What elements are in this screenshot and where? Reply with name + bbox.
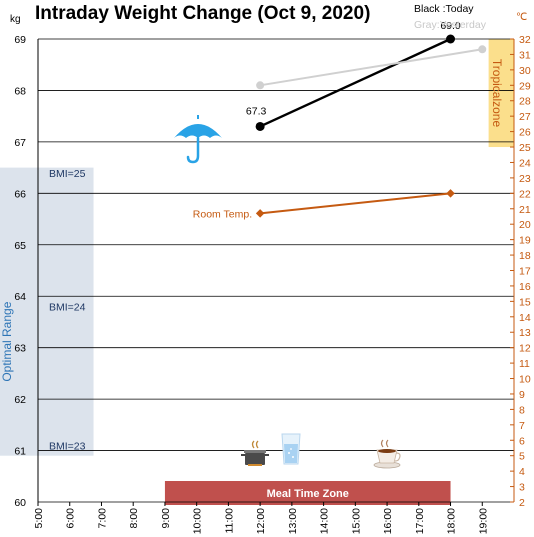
meal-time-zone bbox=[164, 481, 451, 505]
y-tick-label: 66 bbox=[14, 188, 26, 200]
chart-title: Intraday Weight Change (Oct 9, 2020) bbox=[35, 3, 370, 24]
y-tick-label: 68 bbox=[14, 85, 26, 97]
tropical-zone-label: Tropicalzone bbox=[490, 59, 504, 128]
series-line-yesterday bbox=[259, 48, 483, 87]
x-tick-label: 15:00 bbox=[350, 508, 362, 534]
x-tick-label: 5:00 bbox=[33, 508, 45, 529]
legend-yesterday: Gray:Yesterday bbox=[414, 19, 487, 31]
bmi-label: BMI=25 bbox=[49, 168, 86, 180]
y2-tick-label: 16 bbox=[519, 281, 531, 293]
x-tick-label: 16:00 bbox=[382, 508, 394, 534]
y2-tick-label: 30 bbox=[519, 65, 531, 77]
y2-tick-label: 32 bbox=[519, 34, 531, 46]
y2-tick-label: 31 bbox=[519, 49, 531, 61]
y2-tick-label: 25 bbox=[519, 142, 531, 154]
y2-axis-unit: ℃ bbox=[516, 12, 527, 23]
y-axis-unit: kg bbox=[10, 14, 21, 25]
y2-tick-label: 3 bbox=[519, 482, 525, 494]
y2-tick-label: 20 bbox=[519, 219, 531, 231]
data-point-room-temp bbox=[446, 189, 455, 198]
x-tick-label: 7:00 bbox=[96, 508, 108, 529]
cooking-pot-icon bbox=[241, 440, 269, 466]
series-line-room-temp bbox=[260, 192, 451, 215]
y2-tick-label: 24 bbox=[519, 157, 531, 169]
x-tick-label: 17:00 bbox=[414, 508, 426, 534]
y2-tick-label: 4 bbox=[519, 466, 525, 478]
y2-tick-label: 27 bbox=[519, 111, 531, 123]
x-tick-label: 8:00 bbox=[128, 508, 140, 529]
coffee-cup-icon bbox=[373, 439, 401, 469]
y2-tick-label: 13 bbox=[519, 327, 531, 339]
y2-tick-label: 15 bbox=[519, 296, 531, 308]
data-point-yesterday bbox=[256, 81, 265, 90]
y2-tick-label: 5 bbox=[519, 451, 525, 463]
x-tick-label: 12:00 bbox=[255, 508, 267, 534]
y2-tick-label: 18 bbox=[519, 250, 531, 262]
x-tick-label: 11:00 bbox=[223, 508, 235, 534]
y2-tick-label: 29 bbox=[519, 80, 531, 92]
room-temp-label: Room Temp. bbox=[193, 208, 252, 220]
y2-tick-label: 10 bbox=[519, 374, 531, 386]
y-tick-label: 60 bbox=[14, 497, 26, 509]
data-label: 67.3 bbox=[246, 105, 267, 117]
optimal-range-label: Optimal Range bbox=[0, 301, 14, 381]
series-line-today bbox=[259, 37, 452, 128]
y2-tick-label: 22 bbox=[519, 188, 531, 200]
optimal-range-band bbox=[0, 167, 94, 456]
y2-tick-label: 14 bbox=[519, 312, 531, 324]
y-tick-label: 62 bbox=[14, 394, 26, 406]
data-point-today bbox=[255, 121, 265, 131]
x-tick-label: 13:00 bbox=[287, 508, 299, 534]
y2-tick-label: 17 bbox=[519, 266, 531, 278]
tropical-zone-band bbox=[488, 39, 514, 148]
y2-tick-label: 7 bbox=[519, 420, 525, 432]
x-tick-label: 19:00 bbox=[477, 508, 489, 534]
y2-tick-label: 2 bbox=[519, 497, 525, 509]
y2-tick-label: 19 bbox=[519, 235, 531, 247]
data-point-yesterday bbox=[478, 45, 487, 54]
y2-tick-label: 6 bbox=[519, 435, 525, 447]
y2-tick-label: 11 bbox=[519, 358, 530, 370]
x-tick-label: 18:00 bbox=[446, 508, 458, 534]
legend-today: Black :Today bbox=[414, 3, 474, 15]
x-tick-label: 9:00 bbox=[160, 508, 172, 529]
y-tick-label: 69 bbox=[14, 34, 26, 46]
x-tick-label: 14:00 bbox=[319, 508, 331, 534]
y-tick-label: 63 bbox=[14, 343, 26, 355]
y2-tick-label: 9 bbox=[519, 389, 525, 401]
y-tick-label: 67 bbox=[14, 137, 26, 149]
y-tick-label: 61 bbox=[14, 446, 26, 458]
water-glass-icon bbox=[281, 433, 301, 465]
y2-tick-label: 26 bbox=[519, 127, 531, 139]
umbrella-icon bbox=[174, 115, 222, 164]
y2-tick-label: 12 bbox=[519, 343, 531, 355]
meal-time-zone-label: Meal Time Zone bbox=[267, 488, 349, 500]
y2-tick-label: 23 bbox=[519, 173, 531, 185]
y2-tick-label: 8 bbox=[519, 404, 525, 416]
data-point-room-temp bbox=[255, 209, 265, 218]
y-tick-label: 64 bbox=[14, 291, 26, 303]
data-point-today bbox=[446, 34, 456, 44]
bmi-label: BMI=23 bbox=[49, 440, 86, 452]
y2-tick-label: 21 bbox=[519, 204, 531, 216]
data-label: 69.0 bbox=[440, 20, 461, 32]
x-tick-label: 10:00 bbox=[192, 508, 204, 534]
y2-tick-label: 28 bbox=[519, 96, 531, 108]
bmi-label: BMI=24 bbox=[49, 302, 86, 314]
y-tick-label: 65 bbox=[14, 240, 26, 252]
x-tick-label: 6:00 bbox=[65, 508, 77, 529]
